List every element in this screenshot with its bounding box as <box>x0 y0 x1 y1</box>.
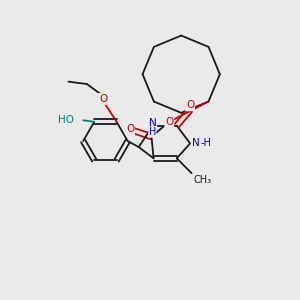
Text: CH₃: CH₃ <box>193 175 211 185</box>
Text: H: H <box>149 127 156 137</box>
Text: O: O <box>165 117 173 127</box>
Text: N: N <box>192 139 199 148</box>
Text: HO: HO <box>58 115 74 125</box>
Text: O: O <box>99 94 107 104</box>
Text: O: O <box>99 94 107 104</box>
Text: -H: -H <box>200 139 211 148</box>
Text: N: N <box>148 118 156 128</box>
Text: O: O <box>186 100 194 110</box>
Text: O: O <box>126 124 134 134</box>
